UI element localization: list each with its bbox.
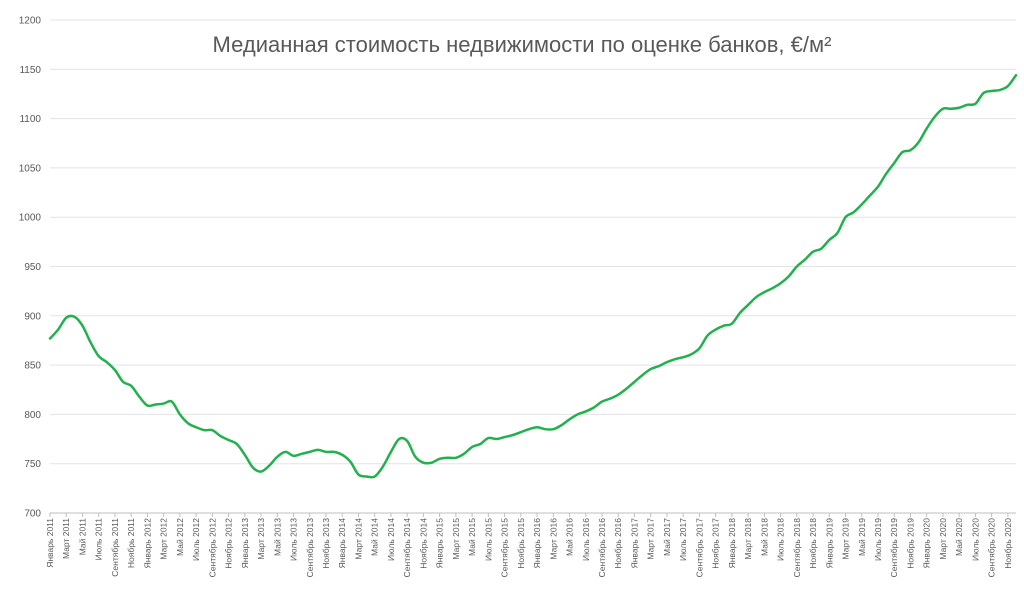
x-tick-label: Май 2020 [954,518,964,556]
x-tick-label: Ноябрь 2014 [418,518,428,569]
x-tick-label: Сентябрь 2017 [694,518,704,578]
x-tick-label: Январь 2020 [922,518,932,569]
x-tick-label: Сентябрь 2016 [597,518,607,578]
x-tick-label: Март 2018 [743,518,753,560]
x-tick-label: Июль 2011 [94,518,104,561]
x-tick-label: Март 2011 [61,518,71,559]
x-tick-label: Январь 2017 [629,518,639,569]
x-tick-label: Ноябрь 2011 [126,518,136,568]
x-tick-label: Сентябрь 2015 [500,518,510,578]
x-tick-label: Июль 2019 [873,518,883,561]
x-tick-label: Январь 2011 [45,518,55,568]
x-tick-label: Сентябрь 2013 [305,518,315,578]
x-tick-label: Январь 2013 [240,518,250,569]
y-axis-tick-labels: 700 750 800 850 900 950 1000 1050 1100 1150 1200 [19,16,42,520]
x-tick-label: Сентябрь 2019 [889,518,899,578]
x-tick-label: Ноябрь 2012 [224,518,234,569]
x-tick-label: Ноябрь 2013 [321,518,331,569]
chart-title: Медианная стоимость недвижимости по оцен… [213,32,832,57]
x-tick-label: Январь 2014 [337,518,347,569]
x-tick-label: Январь 2012 [142,518,152,569]
y-tick-label: 1100 [19,114,41,125]
x-tick-label: Июль 2016 [581,518,591,561]
x-tick-label: Июль 2014 [386,518,396,561]
x-tick-label: Июль 2017 [678,518,688,561]
y-tick-label: 1000 [19,213,42,224]
x-tick-label: Май 2019 [857,518,867,556]
x-tick-label: Январь 2015 [435,518,445,569]
x-tick-label: Май 2018 [759,518,769,556]
x-tick-label: Май 2016 [565,518,575,556]
y-tick-label: 950 [24,262,41,273]
series-line [48,73,1018,479]
x-tick-label: Май 2015 [467,518,477,556]
x-tick-label: Июль 2018 [776,518,786,561]
gridlines [50,19,1016,465]
x-tick-label: Март 2020 [938,518,948,560]
x-tick-label: Март 2019 [841,518,851,560]
x-tick-label: Июль 2012 [191,518,201,561]
x-tick-label: Март 2017 [646,518,656,560]
y-tick-label: 700 [24,509,41,520]
x-tick-label: Март 2014 [353,518,363,560]
x-tick-label: Март 2012 [159,518,169,560]
x-tick-label: Май 2013 [272,518,282,556]
x-tick-label: Май 2012 [175,518,185,556]
x-tick-label: Сентябрь 2014 [402,518,412,578]
x-tick-label: Ноябрь 2020 [1003,518,1013,569]
x-tick-label: Сентябрь 2012 [207,518,217,578]
x-tick-label: Сентябрь 2020 [987,518,997,578]
x-tick-label: Март 2013 [256,518,266,560]
y-tick-label: 1050 [19,163,42,174]
x-tick-label: Ноябрь 2017 [711,518,721,569]
y-tick-label: 900 [24,311,41,322]
data-points [50,75,1016,476]
y-tick-label: 750 [24,459,41,470]
x-tick-label: Май 2017 [662,518,672,556]
y-tick-label: 850 [24,361,41,372]
x-tick-label: Ноябрь 2019 [905,518,915,569]
x-tick-label: Июль 2015 [483,518,493,561]
x-tick-label: Ноябрь 2015 [516,518,526,569]
x-tick-label: Май 2014 [370,518,380,556]
x-tick-label: Июль 2013 [289,518,299,561]
y-tick-label: 800 [24,410,41,421]
y-tick-label: 1150 [19,65,41,76]
x-tick-label: Январь 2019 [824,518,834,569]
x-tick-label: Сентябрь 2018 [792,518,802,578]
y-tick-label: 1200 [19,16,42,27]
x-tick-label: Январь 2016 [532,518,542,569]
x-tick-label: Май 2011 [77,518,87,556]
x-tick-label: Сентябрь 2011 [110,518,120,577]
x-tick-label: Январь 2018 [727,518,737,569]
x-tick-label: Ноябрь 2016 [613,518,623,569]
x-tick-label: Ноябрь 2018 [808,518,818,569]
x-axis-tick-labels: Январь 2011 Март 2011 Май 2011 Июль 2011 Сен… [45,513,1013,577]
x-tick-label: Март 2016 [548,518,558,560]
x-tick-label: Июль 2020 [970,518,980,561]
x-tick-label: Март 2015 [451,518,461,560]
